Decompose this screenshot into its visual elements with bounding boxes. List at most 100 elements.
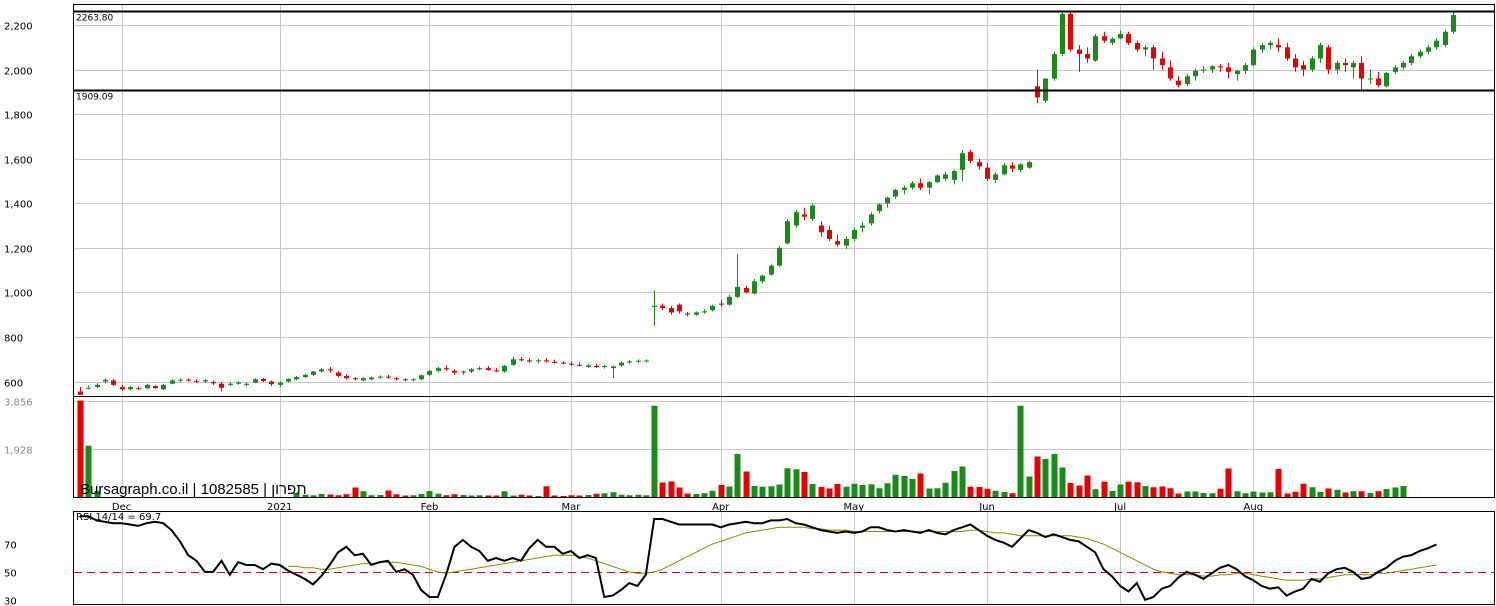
- candle-body: [1443, 31, 1448, 46]
- candle-body: [1393, 67, 1398, 72]
- volume-bar: [360, 491, 367, 497]
- candle-body: [1135, 42, 1140, 50]
- volume-bar: [1250, 491, 1257, 497]
- candle-body: [885, 197, 890, 204]
- candle-body: [527, 360, 532, 362]
- candle-body: [1002, 165, 1007, 175]
- candle-body: [336, 372, 341, 376]
- candle-body: [303, 374, 308, 378]
- volume-bar: [385, 490, 392, 497]
- candle-body: [627, 361, 632, 363]
- rsi-axis-labels: 30 50 70: [4, 541, 17, 606]
- volume-bar: [1167, 488, 1174, 497]
- volume-bar: [1117, 484, 1124, 497]
- rsi-line: [80, 515, 1437, 602]
- candle-body: [170, 380, 175, 384]
- volume-bar: [759, 486, 766, 497]
- volume-bar: [510, 495, 517, 497]
- volume-bar: [951, 471, 958, 497]
- candle-body: [1176, 80, 1181, 86]
- candle-body: [194, 380, 199, 382]
- candle-body: [993, 174, 998, 180]
- volume-bar: [859, 485, 866, 497]
- candle-body: [669, 307, 674, 313]
- resistance-label: 2263.80: [76, 14, 113, 24]
- volume-bar: [693, 494, 700, 497]
- candle-body: [760, 275, 765, 282]
- candle-body: [1343, 62, 1348, 66]
- volume-bar: [1400, 486, 1407, 497]
- candle-body: [1210, 66, 1215, 70]
- volume-bar: [793, 469, 800, 497]
- volume-bar: [992, 490, 999, 497]
- candle-body: [103, 379, 108, 382]
- candle-body: [1326, 47, 1331, 70]
- candle-body: [1268, 42, 1273, 46]
- candle-body: [794, 212, 799, 226]
- candle-body: [286, 378, 291, 382]
- volume-bar: [468, 495, 475, 497]
- candle-body: [644, 360, 649, 362]
- candle-body: [1293, 58, 1298, 68]
- candle-body: [1359, 62, 1364, 79]
- volume-bar: [751, 486, 758, 497]
- volume-bar: [302, 494, 309, 497]
- candle-body: [436, 368, 441, 371]
- volume-bar: [352, 487, 359, 497]
- volume-bar: [834, 484, 841, 497]
- candle-body: [1260, 45, 1265, 50]
- volume-bar: [551, 495, 558, 497]
- volume-bar: [1217, 488, 1224, 497]
- candle-body: [544, 360, 549, 362]
- volume-bar: [1209, 493, 1216, 497]
- volume-bar: [1267, 492, 1274, 497]
- volume-bar: [626, 495, 633, 497]
- volume-bar: [1026, 476, 1033, 497]
- volume-bar: [1392, 487, 1399, 497]
- candle-body: [902, 187, 907, 190]
- candle-body: [1118, 33, 1123, 39]
- candle-body: [1102, 36, 1107, 41]
- volume-bar: [518, 494, 525, 497]
- volume-bar: [1259, 492, 1266, 497]
- volume-bar: [610, 492, 617, 497]
- candle-body: [319, 369, 324, 372]
- candle-body: [153, 385, 158, 389]
- volume-bar: [1234, 491, 1241, 497]
- volume-bar: [851, 483, 858, 497]
- candle-body: [477, 368, 482, 370]
- volume-bar: [1325, 488, 1332, 497]
- candle-body: [494, 370, 499, 372]
- volume-bar: [310, 495, 317, 497]
- candle-body: [145, 384, 150, 389]
- candle-body: [1235, 70, 1240, 75]
- candle-body: [1335, 62, 1340, 70]
- candle-body: [378, 376, 383, 378]
- price-grid: [73, 5, 1494, 396]
- volume-tick-label: 3,856: [4, 398, 33, 409]
- candle-body: [1434, 40, 1439, 48]
- candle-body: [244, 383, 249, 385]
- volume-bar: [393, 494, 400, 497]
- volume-bar: [784, 468, 791, 497]
- candle-body: [702, 311, 707, 313]
- volume-bar: [776, 484, 783, 497]
- candle-body: [502, 365, 507, 372]
- candle-body: [311, 371, 316, 375]
- candle-body: [269, 381, 274, 385]
- volume-bar: [976, 487, 983, 497]
- price-axis-labels: 600 800 1,000 1,200 1,400 1,600 1,800 2,000 2,20…: [4, 22, 33, 390]
- candle-body: [1060, 13, 1065, 55]
- month-label: Jun: [978, 502, 995, 513]
- volume-bar: [1001, 492, 1008, 497]
- candle-body: [1409, 56, 1414, 63]
- volume-bar: [843, 486, 850, 497]
- volume-bar: [876, 488, 883, 497]
- volume-bar: [443, 495, 450, 497]
- candle-body: [444, 368, 449, 370]
- volume-bar: [684, 493, 691, 497]
- month-label: Aug: [1244, 502, 1264, 513]
- candle-body: [294, 377, 299, 380]
- volume-bar: [1042, 459, 1049, 497]
